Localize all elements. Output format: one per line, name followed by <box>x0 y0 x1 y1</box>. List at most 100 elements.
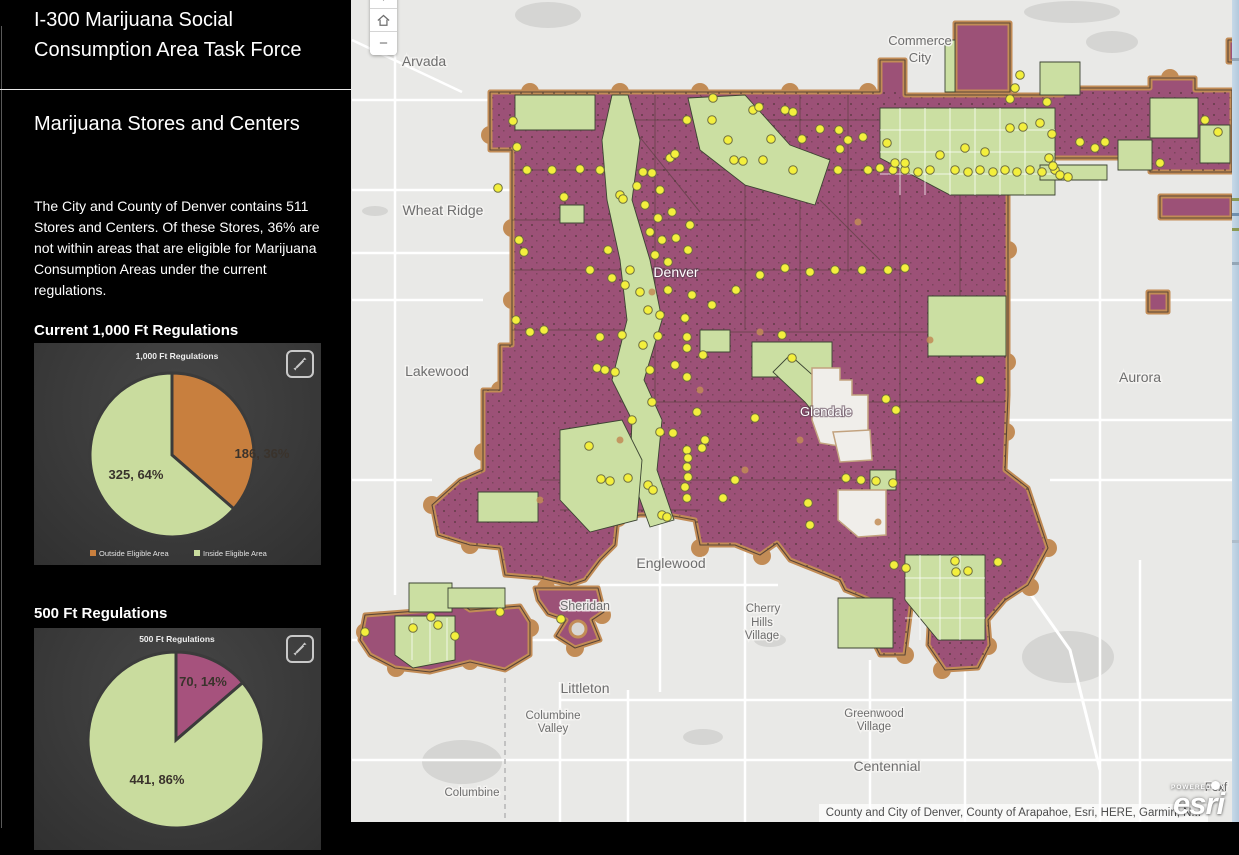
store-point[interactable] <box>1012 167 1022 177</box>
store-point[interactable] <box>835 144 845 154</box>
store-point[interactable] <box>683 472 693 482</box>
store-point[interactable] <box>1025 165 1035 175</box>
store-point[interactable] <box>1200 115 1210 125</box>
store-point[interactable] <box>843 135 853 145</box>
store-point[interactable] <box>687 290 697 300</box>
store-point[interactable] <box>975 165 985 175</box>
store-point[interactable] <box>595 165 605 175</box>
store-point[interactable] <box>610 367 620 377</box>
store-point[interactable] <box>1213 127 1223 137</box>
store-point[interactable] <box>1018 122 1028 132</box>
store-point[interactable] <box>698 350 708 360</box>
eligible-area[interactable] <box>699 329 731 353</box>
store-point[interactable] <box>766 134 776 144</box>
eligible-area[interactable] <box>1149 97 1199 139</box>
pie-slice[interactable] <box>88 371 236 539</box>
store-point[interactable] <box>901 563 911 573</box>
store-point[interactable] <box>584 441 594 451</box>
store-point[interactable] <box>731 285 741 295</box>
store-point[interactable] <box>1055 170 1065 180</box>
store-point[interactable] <box>653 331 663 341</box>
eligible-area[interactable] <box>927 295 1007 357</box>
store-point[interactable] <box>655 185 665 195</box>
store-point[interactable] <box>592 363 602 373</box>
store-point[interactable] <box>963 566 973 576</box>
store-point[interactable] <box>857 265 867 275</box>
store-point[interactable] <box>900 263 910 273</box>
store-point[interactable] <box>700 435 710 445</box>
store-point[interactable] <box>988 167 998 177</box>
eligible-area[interactable] <box>1199 124 1231 164</box>
store-point[interactable] <box>640 200 650 210</box>
store-point[interactable] <box>833 165 843 175</box>
ineligible-area[interactable] <box>952 20 1013 95</box>
store-point[interactable] <box>595 332 605 342</box>
store-point[interactable] <box>620 280 630 290</box>
eligible-area[interactable] <box>944 39 956 93</box>
store-point[interactable] <box>882 138 892 148</box>
store-point[interactable] <box>600 365 610 375</box>
store-point[interactable] <box>682 372 692 382</box>
store-point[interactable] <box>519 247 529 257</box>
store-point[interactable] <box>1047 129 1057 139</box>
store-point[interactable] <box>780 105 790 115</box>
map-container[interactable]: Arvada Commerce City Wheat Ridge Denver Lakew… <box>351 0 1239 828</box>
store-point[interactable] <box>1005 94 1015 104</box>
store-point[interactable] <box>718 493 728 503</box>
eligible-area[interactable] <box>601 94 675 528</box>
store-point[interactable] <box>1075 137 1085 147</box>
ineligible-area[interactable] <box>1157 193 1235 221</box>
store-point[interactable] <box>682 332 692 342</box>
store-point[interactable] <box>1000 165 1010 175</box>
store-point[interactable] <box>993 557 1003 567</box>
store-point[interactable] <box>647 397 657 407</box>
store-point[interactable] <box>657 235 667 245</box>
store-point[interactable] <box>1044 153 1054 163</box>
store-point[interactable] <box>663 285 673 295</box>
store-point[interactable] <box>890 158 900 168</box>
store-point[interactable] <box>708 93 718 103</box>
store-point[interactable] <box>575 164 585 174</box>
store-point[interactable] <box>830 265 840 275</box>
pie-slice[interactable] <box>86 650 266 830</box>
store-point[interactable] <box>754 102 764 112</box>
store-point[interactable] <box>662 512 672 522</box>
store-point[interactable] <box>682 462 692 472</box>
store-point[interactable] <box>925 165 935 175</box>
store-point[interactable] <box>682 343 692 353</box>
store-point[interactable] <box>559 192 569 202</box>
store-point[interactable] <box>755 270 765 280</box>
store-point[interactable] <box>1048 161 1058 171</box>
store-point[interactable] <box>875 163 885 173</box>
store-point[interactable] <box>655 310 665 320</box>
store-point[interactable] <box>671 233 681 243</box>
store-point[interactable] <box>495 607 505 617</box>
store-point[interactable] <box>863 165 873 175</box>
store-point[interactable] <box>935 150 945 160</box>
store-point[interactable] <box>1100 137 1110 147</box>
eligible-area[interactable] <box>1039 61 1081 96</box>
store-point[interactable] <box>625 265 635 275</box>
store-point[interactable] <box>805 520 815 530</box>
store-point[interactable] <box>889 560 899 570</box>
eligible-area[interactable] <box>447 587 506 609</box>
store-point[interactable] <box>632 181 642 191</box>
store-point[interactable] <box>707 115 717 125</box>
store-point[interactable] <box>951 567 961 577</box>
store-point[interactable] <box>653 213 663 223</box>
expand-chart2-button[interactable] <box>286 635 314 663</box>
store-point[interactable] <box>707 300 717 310</box>
store-point[interactable] <box>648 485 658 495</box>
store-point[interactable] <box>1037 167 1047 177</box>
esri-logo[interactable]: POWERED BY esri <box>1169 778 1235 826</box>
store-point[interactable] <box>511 315 521 325</box>
zoom-in-button[interactable]: + <box>370 0 397 9</box>
store-point[interactable] <box>596 474 606 484</box>
store-point[interactable] <box>1015 70 1025 80</box>
store-point[interactable] <box>758 155 768 165</box>
store-point[interactable] <box>638 340 648 350</box>
store-point[interactable] <box>585 265 595 275</box>
store-point[interactable] <box>635 287 645 297</box>
store-point[interactable] <box>1042 97 1052 107</box>
store-point[interactable] <box>360 627 370 637</box>
